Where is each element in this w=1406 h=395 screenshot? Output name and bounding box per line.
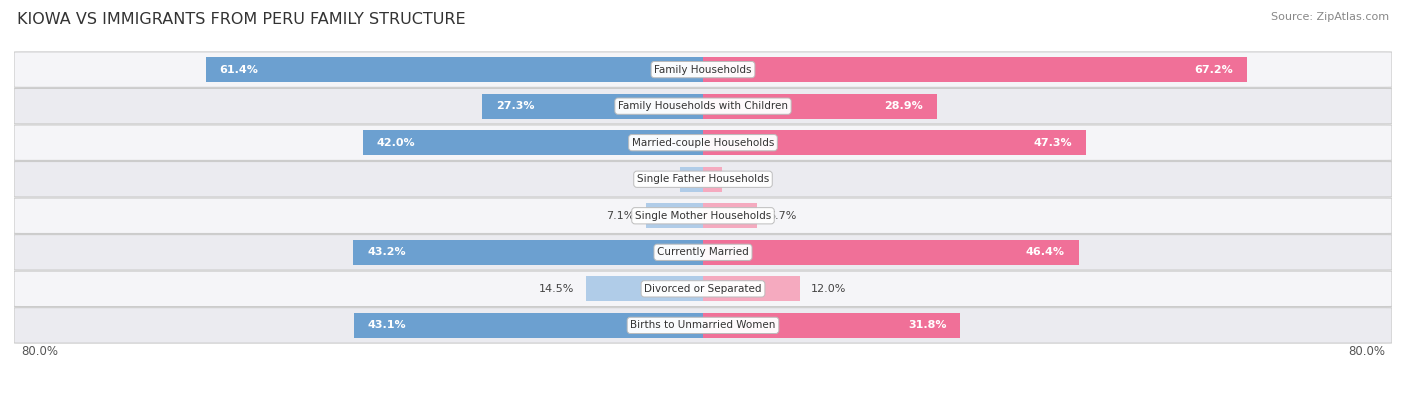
Bar <box>205 57 703 82</box>
Bar <box>363 130 703 155</box>
Text: 47.3%: 47.3% <box>1033 138 1073 148</box>
Text: Births to Unmarried Women: Births to Unmarried Women <box>630 320 776 330</box>
Text: 28.9%: 28.9% <box>884 101 924 111</box>
FancyBboxPatch shape <box>14 271 1392 307</box>
Text: 31.8%: 31.8% <box>908 320 946 330</box>
Text: KIOWA VS IMMIGRANTS FROM PERU FAMILY STRUCTURE: KIOWA VS IMMIGRANTS FROM PERU FAMILY STR… <box>17 12 465 27</box>
FancyBboxPatch shape <box>14 162 1392 197</box>
Bar <box>703 167 723 192</box>
Text: 12.0%: 12.0% <box>811 284 846 294</box>
FancyBboxPatch shape <box>14 235 1392 270</box>
Bar <box>703 313 960 338</box>
Text: 27.3%: 27.3% <box>496 101 534 111</box>
Text: Single Mother Households: Single Mother Households <box>636 211 770 221</box>
Text: 61.4%: 61.4% <box>219 65 259 75</box>
FancyBboxPatch shape <box>14 198 1392 233</box>
Text: 2.8%: 2.8% <box>641 174 669 184</box>
Bar <box>703 276 800 301</box>
Bar <box>645 203 703 228</box>
Text: Family Households with Children: Family Households with Children <box>619 101 787 111</box>
Text: 67.2%: 67.2% <box>1195 65 1233 75</box>
Bar <box>703 94 936 118</box>
Text: Single Father Households: Single Father Households <box>637 174 769 184</box>
Bar <box>586 276 703 301</box>
Text: 2.4%: 2.4% <box>734 174 762 184</box>
FancyBboxPatch shape <box>14 52 1392 87</box>
Text: 46.4%: 46.4% <box>1026 247 1064 257</box>
Bar <box>353 240 703 265</box>
FancyBboxPatch shape <box>14 88 1392 124</box>
Text: Source: ZipAtlas.com: Source: ZipAtlas.com <box>1271 12 1389 22</box>
Text: 14.5%: 14.5% <box>540 284 575 294</box>
FancyBboxPatch shape <box>14 125 1392 160</box>
Text: Family Households: Family Households <box>654 65 752 75</box>
Text: Currently Married: Currently Married <box>657 247 749 257</box>
Bar <box>703 240 1078 265</box>
Bar <box>354 313 703 338</box>
Text: Married-couple Households: Married-couple Households <box>631 138 775 148</box>
Text: 7.1%: 7.1% <box>606 211 634 221</box>
Bar <box>703 130 1085 155</box>
Text: 43.2%: 43.2% <box>367 247 406 257</box>
Text: Divorced or Separated: Divorced or Separated <box>644 284 762 294</box>
Bar <box>681 167 703 192</box>
Bar <box>703 57 1247 82</box>
FancyBboxPatch shape <box>14 308 1392 343</box>
Text: 80.0%: 80.0% <box>21 345 58 358</box>
Bar <box>703 203 758 228</box>
Text: 43.1%: 43.1% <box>368 320 406 330</box>
Text: 6.7%: 6.7% <box>768 211 797 221</box>
Text: 80.0%: 80.0% <box>1348 345 1385 358</box>
Bar <box>482 94 703 118</box>
Text: 42.0%: 42.0% <box>377 138 415 148</box>
